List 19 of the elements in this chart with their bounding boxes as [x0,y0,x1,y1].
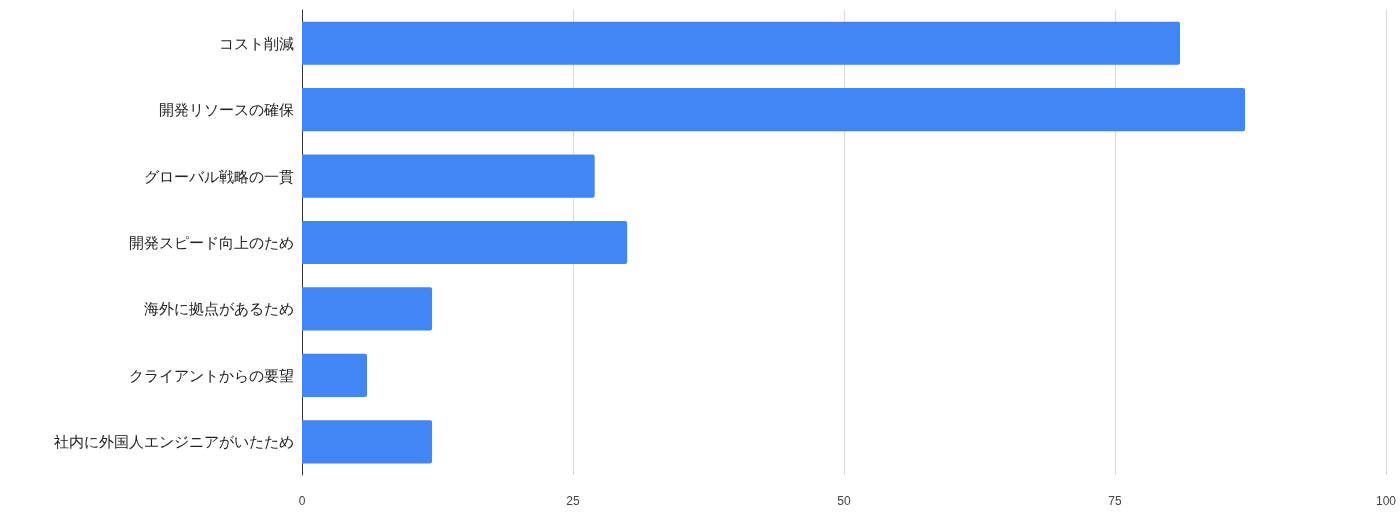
y-tick-label: コスト削減 [219,34,294,52]
bar [302,287,433,331]
bar [302,154,595,198]
x-tick-label: 25 [566,494,580,508]
y-tick-label: 社内に外国人エンジニアがいたため [54,433,294,451]
x-tick-label: 50 [837,494,851,508]
bar [302,88,1246,132]
y-tick-label: 開発リソースの確保 [159,101,294,119]
x-tick-label: 100 [1375,494,1397,508]
x-tick-label: 0 [298,494,306,508]
y-tick-label: グローバル戦略の一貫 [144,167,294,185]
x-tick-label: 75 [1108,494,1122,508]
bar [302,220,628,265]
bar [302,353,368,397]
y-tick-label: 開発スピード向上のため [129,234,294,251]
bar [302,21,1181,65]
y-tick-label: 海外に拠点があるため [144,300,294,318]
y-tick-label: クライアントからの要望 [129,366,294,384]
bar [302,420,433,464]
